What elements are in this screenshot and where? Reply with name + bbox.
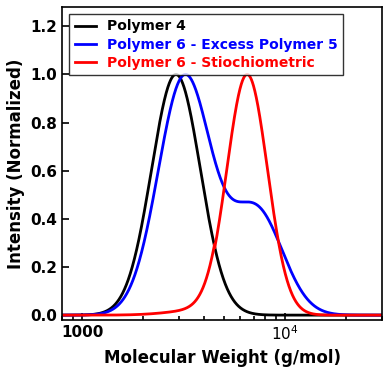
Polymer 6 - Excess Polymer 5 xyxy=(183,72,188,77)
X-axis label: Molecular Weight (g/mol): Molecular Weight (g/mol) xyxy=(104,349,341,367)
Polymer 6 - Stiochiometric xyxy=(202,281,207,286)
Polymer 6 - Excess Polymer 5 xyxy=(60,313,65,318)
Polymer 6 - Excess Polymer 5 xyxy=(351,313,356,317)
Legend: Polymer 4, Polymer 6 - Excess Polymer 5, Polymer 6 - Stiochiometric: Polymer 4, Polymer 6 - Excess Polymer 5,… xyxy=(69,14,343,75)
Line: Polymer 4: Polymer 4 xyxy=(62,74,389,315)
Polymer 6 - Excess Polymer 5 xyxy=(202,119,207,123)
Polymer 6 - Excess Polymer 5 xyxy=(98,312,103,316)
Polymer 4 xyxy=(173,72,178,77)
Polymer 6 - Stiochiometric xyxy=(98,313,103,318)
Polymer 4 xyxy=(202,193,207,197)
Polymer 4 xyxy=(98,311,103,315)
Polymer 6 - Excess Polymer 5 xyxy=(118,301,123,305)
Y-axis label: Intensity (Normalized): Intensity (Normalized) xyxy=(7,58,25,269)
Polymer 4 xyxy=(60,313,65,318)
Polymer 4 xyxy=(351,313,356,318)
Polymer 4 xyxy=(118,295,123,300)
Polymer 6 - Stiochiometric xyxy=(351,313,356,318)
Polymer 4 xyxy=(188,110,193,115)
Polymer 6 - Stiochiometric xyxy=(245,72,249,77)
Polymer 4 xyxy=(387,313,389,318)
Polymer 6 - Stiochiometric xyxy=(118,313,123,317)
Polymer 6 - Excess Polymer 5 xyxy=(188,76,193,80)
Polymer 6 - Stiochiometric xyxy=(188,304,193,308)
Polymer 6 - Stiochiometric xyxy=(387,313,389,318)
Polymer 6 - Stiochiometric xyxy=(60,313,65,318)
Line: Polymer 6 - Stiochiometric: Polymer 6 - Stiochiometric xyxy=(62,74,389,315)
Polymer 6 - Excess Polymer 5 xyxy=(387,313,389,318)
Line: Polymer 6 - Excess Polymer 5: Polymer 6 - Excess Polymer 5 xyxy=(62,74,389,315)
